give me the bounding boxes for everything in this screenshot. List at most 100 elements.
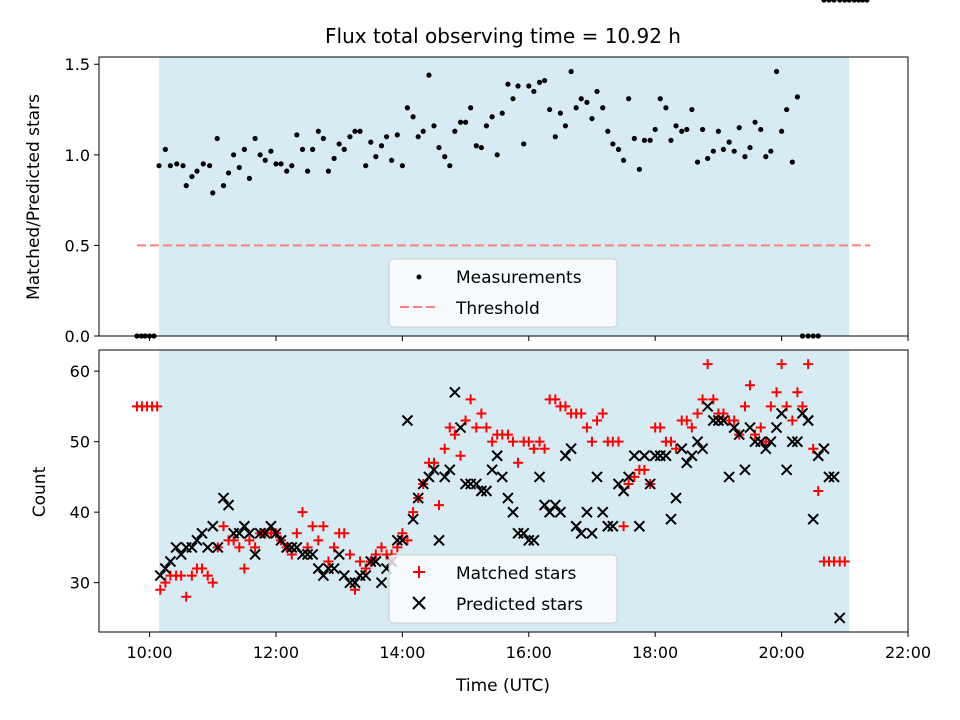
measurement-point [167,163,174,169]
predicted-point [591,471,603,483]
bottom-axes-frame [98,349,909,633]
predicted-point [502,492,514,504]
measurement-point [626,96,632,102]
predicted-point [696,442,709,455]
matched-point [760,436,771,447]
predicted-point [217,492,230,504]
predicted-point [175,548,187,561]
measurement-point [742,154,748,160]
measurement-point [273,161,279,167]
predicted-point [791,435,804,448]
predicted-point [360,569,372,582]
predicted-point [475,485,488,497]
measurement-point [541,77,548,84]
x-tick-label: 18:00 [632,643,678,662]
measurement-point [684,126,690,133]
predicted-point [196,527,208,540]
measurement-point [420,128,426,134]
measurement-point [605,128,611,134]
measurement-point [194,168,200,174]
measurement-point [268,148,274,154]
predicted-point [296,548,309,561]
measurement-point [752,119,758,125]
matched-point [181,591,192,602]
measurement-point [547,106,553,113]
top-panel: 0.0 0.5 1.0 1.5 Matched/Predicted stars Mea… [24,0,909,346]
matched-point [813,486,824,496]
predicted-point [597,506,609,518]
matched-point [250,542,261,553]
measurement-point [189,173,195,180]
measurement-point [347,134,353,140]
predicted-point [454,421,467,434]
predicted-point [349,576,361,589]
measurement-point [710,148,716,154]
measurement-point [320,135,326,142]
matched-point [202,570,213,581]
predicted-point [686,450,698,462]
x-tick-label: 10:00 [127,643,173,662]
predicted-point [780,464,793,476]
predicted-point [423,471,435,483]
matched-point [471,422,482,433]
measurement-point [180,163,186,169]
plus-marker-icon [413,566,425,578]
predicted-point [739,464,751,476]
measurement-point [694,159,701,165]
predicted-point [170,541,182,554]
predicted-point [270,527,282,540]
measurement-point [562,123,569,129]
measurement-point [278,161,284,167]
predicted-point [575,527,587,540]
measurement-point [246,175,253,181]
measurement-point [399,163,405,169]
matched-point [513,457,524,468]
measurement-point [489,114,495,120]
measurement-point [515,83,521,89]
measurement-point [784,106,790,113]
matched-point [402,535,413,546]
measurement-point [631,135,637,142]
matched-point [487,436,498,447]
matched-point [797,401,808,412]
measurement-point [531,88,537,95]
measurement-point [747,144,753,151]
measurement-point [851,0,857,3]
matched-point [744,380,755,391]
predicted-point [602,520,614,532]
measurement-point [341,146,347,152]
matched-point [539,443,550,454]
predicted-point [486,464,498,476]
matched-point [803,359,814,370]
measurement-point [410,114,416,120]
measurement-point [257,152,263,158]
measurement-point [521,141,527,147]
measurement-point [284,168,290,174]
predicted-point [528,534,540,547]
predicted-point [154,569,167,582]
matched-point [655,422,666,433]
measurement-point [231,152,237,158]
predicted-point [628,450,641,462]
measurement-point [483,123,490,129]
legend-matched-label: Matched stars [456,564,576,584]
predicted-point [496,471,508,483]
predicted-point [612,478,625,490]
predicted-point [707,414,720,427]
predicted-point [818,442,830,455]
matched-point [307,521,318,532]
measurement-point [720,146,727,152]
predicted-point [391,534,404,547]
predicted-point [312,562,325,575]
measurement-point [821,0,827,3]
legend-threshold-label: Threshold [455,299,540,319]
matched-point [523,436,534,447]
predicted-point [701,400,714,413]
matched-point [481,422,492,433]
x-marker-icon [412,596,426,610]
x-tick-label: 14:00 [379,643,425,662]
predicted-point [638,450,651,462]
measurement-point [668,137,674,143]
measurement-point [225,170,232,176]
measurement-point [736,125,742,131]
